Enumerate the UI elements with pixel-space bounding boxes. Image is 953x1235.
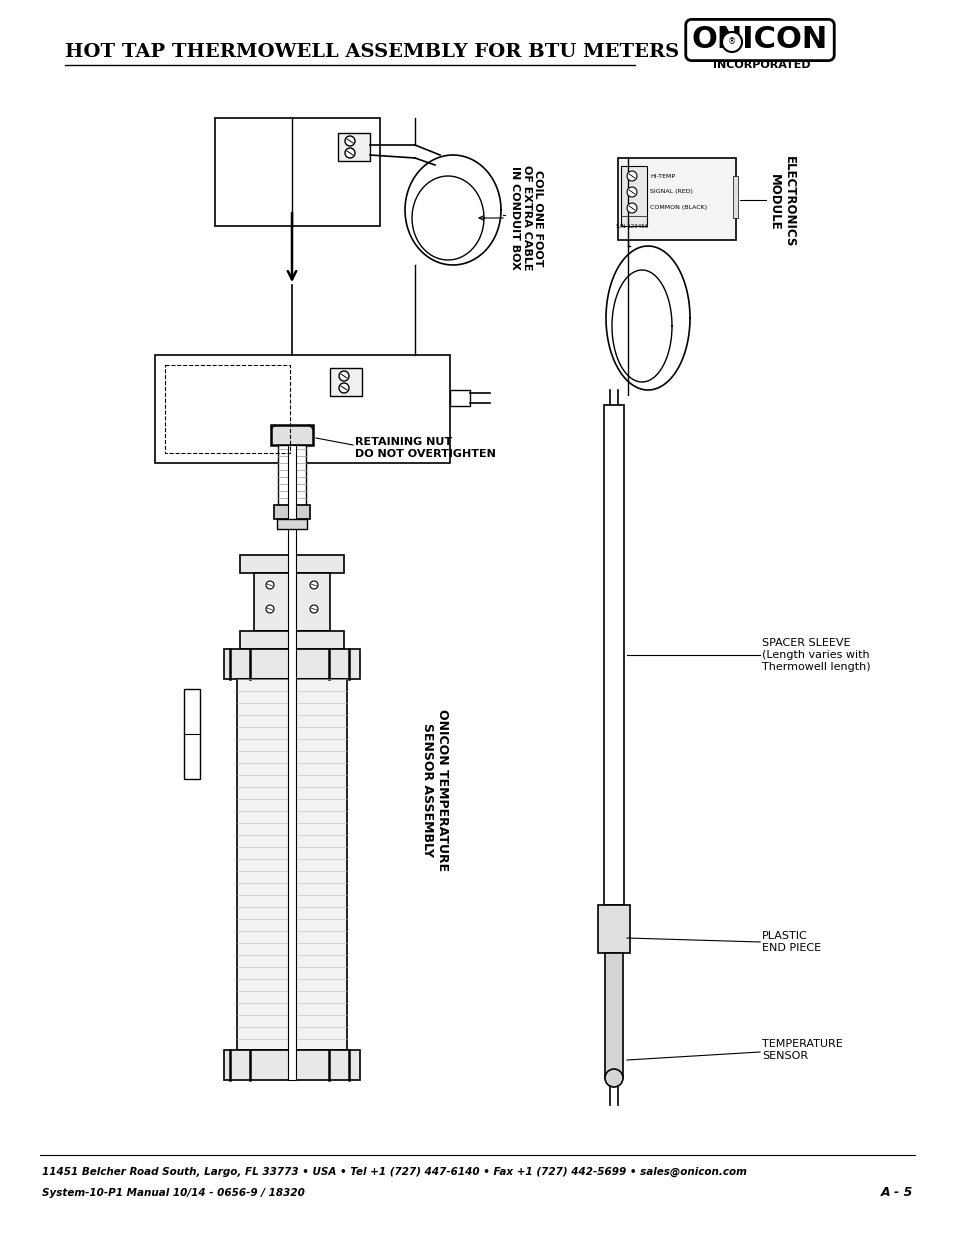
Text: System-10-P1 Manual 10/14 - 0656-9 / 18320: System-10-P1 Manual 10/14 - 0656-9 / 183…	[42, 1188, 305, 1198]
Bar	[165, 366, 290, 453]
Text: ONICON: ONICON	[691, 26, 827, 54]
Bar	[603, 405, 623, 905]
Text: |: |	[824, 61, 834, 89]
Bar	[240, 631, 344, 650]
Bar	[253, 573, 330, 631]
Text: PLASTIC
END PIECE: PLASTIC END PIECE	[761, 931, 821, 952]
Bar	[236, 679, 347, 1050]
Text: COMMON (BLACK): COMMON (BLACK)	[649, 205, 706, 210]
Text: A - 5: A - 5	[880, 1187, 912, 1199]
Bar	[274, 505, 310, 519]
Bar	[618, 158, 735, 240]
Bar	[732, 177, 738, 219]
Bar	[450, 390, 470, 406]
Bar	[620, 165, 646, 226]
Circle shape	[266, 580, 274, 589]
Circle shape	[338, 370, 349, 382]
Bar	[214, 119, 379, 226]
Bar	[184, 689, 200, 779]
Bar	[330, 368, 361, 396]
Text: HOT TAP THERMOWELL ASSEMBLY FOR BTU METERS: HOT TAP THERMOWELL ASSEMBLY FOR BTU METE…	[65, 43, 679, 61]
Circle shape	[721, 32, 741, 52]
Circle shape	[310, 580, 317, 589]
Text: S/N 123456: S/N 123456	[616, 224, 647, 228]
Text: ONICON TEMPERATURE
SENSOR ASSEMBLY: ONICON TEMPERATURE SENSOR ASSEMBLY	[420, 709, 449, 871]
Bar	[224, 650, 359, 679]
Bar	[288, 445, 295, 1079]
Bar	[154, 354, 450, 463]
Circle shape	[338, 383, 349, 393]
Circle shape	[626, 186, 637, 198]
Bar	[598, 905, 629, 953]
Text: TEMPERATURE
SENSOR: TEMPERATURE SENSOR	[761, 1039, 841, 1061]
Circle shape	[266, 605, 274, 613]
Text: SIGNAL (RED): SIGNAL (RED)	[649, 189, 692, 194]
Bar	[604, 953, 622, 1078]
Bar	[337, 133, 370, 161]
Text: COIL ONE FOOT
OF EXTRA CABLE
IN CONDUIT BOX: COIL ONE FOOT OF EXTRA CABLE IN CONDUIT …	[510, 165, 542, 270]
Text: ELECTRONICS
MODULE: ELECTRONICS MODULE	[767, 157, 795, 248]
Text: HI-TEMP: HI-TEMP	[649, 173, 675, 179]
Circle shape	[626, 203, 637, 212]
Text: SPACER SLEEVE
(Length varies with
Thermowell length): SPACER SLEEVE (Length varies with Thermo…	[761, 638, 870, 672]
Bar	[271, 425, 313, 445]
Text: ®: ®	[727, 37, 736, 47]
Text: 11451 Belcher Road South, Largo, FL 33773 • USA • Tel +1 (727) 447-6140 • Fax +1: 11451 Belcher Road South, Largo, FL 3377…	[42, 1167, 746, 1177]
Bar	[276, 519, 307, 529]
Bar	[224, 1050, 359, 1079]
Text: RETAINING NUT
DO NOT OVERTIGHTEN: RETAINING NUT DO NOT OVERTIGHTEN	[355, 437, 496, 458]
Circle shape	[626, 170, 637, 182]
Circle shape	[345, 148, 355, 158]
Circle shape	[310, 605, 317, 613]
Bar	[240, 555, 344, 573]
Circle shape	[604, 1070, 622, 1087]
Circle shape	[345, 136, 355, 146]
Text: INCORPORATED: INCORPORATED	[713, 61, 810, 70]
Bar	[277, 445, 306, 505]
